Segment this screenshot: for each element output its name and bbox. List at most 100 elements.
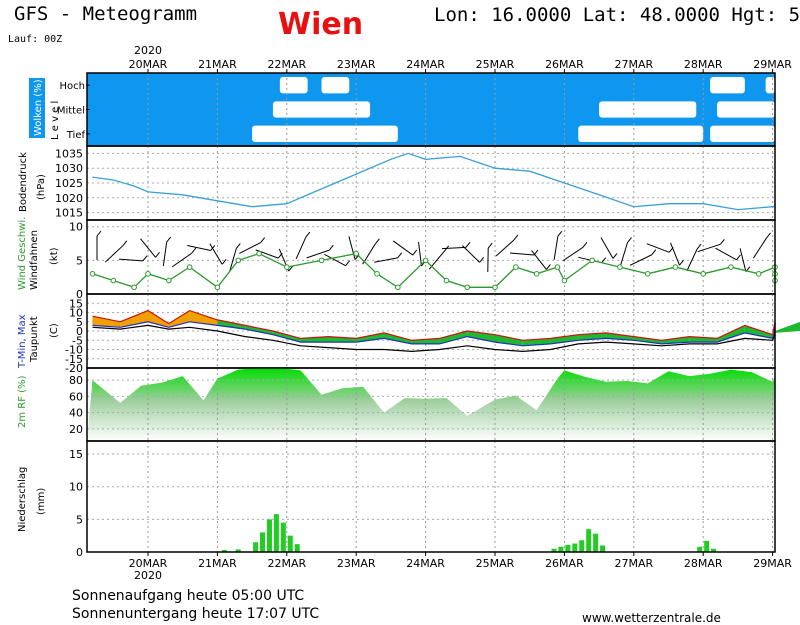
pressure-line: [92, 152, 776, 211]
wind-barb-flag: [612, 253, 618, 259]
panel-frame: [86, 145, 776, 221]
precipitation-bar: [697, 546, 703, 552]
wind-barb: [374, 257, 398, 263]
pressure-unit: (hPa): [36, 174, 47, 200]
pressure-panel: 1015 1020 1025 1030 1035: [55, 145, 776, 221]
wind-unit: (kt): [49, 247, 60, 265]
wind-barb: [104, 245, 124, 263]
wind-point: [513, 264, 519, 270]
precipitation-bar: [294, 544, 300, 552]
date-label-top: 22MAR: [267, 58, 306, 71]
wind-point: [318, 257, 325, 264]
humidity-ylabel: 2m RF (%): [17, 375, 28, 428]
wind-barb-flag: [235, 243, 241, 249]
wind-barb: [187, 245, 211, 251]
wind-barb: [324, 253, 346, 267]
wind-barb-flag: [465, 242, 471, 248]
coordinates: Lon: 16.0000 Lat: 48.0000 Hgt: 5: [434, 4, 800, 26]
date-label-bottom: 23MAR: [337, 557, 376, 570]
temperature-band: [550, 334, 579, 344]
wind-barb-flag: [696, 243, 702, 250]
cloud-block: [599, 101, 697, 118]
wind-barb: [495, 239, 515, 257]
y-tick-label: 60: [69, 390, 83, 403]
wind-barb-flag: [397, 252, 403, 259]
wind-point: [464, 284, 471, 291]
temperature-band: [189, 310, 218, 326]
precipitation-bar: [253, 542, 259, 552]
y-tick-label: 5: [76, 316, 83, 329]
wind-barb-flag: [651, 249, 657, 256]
date-label-top: 24MAR: [406, 58, 445, 71]
wind-point: [395, 284, 401, 291]
wind-barb: [140, 238, 156, 258]
wind-barb: [462, 245, 480, 263]
temperature-band: [356, 332, 384, 343]
pressure-ylabel: Bodendruck: [18, 152, 29, 212]
y-tick-label: 10: [69, 221, 83, 234]
humidity-panel: 20 40 60 80: [69, 367, 776, 442]
date-label-top: 25MAR: [476, 58, 515, 71]
precipitation-unit: (mm): [36, 488, 47, 515]
panel-frame: [86, 293, 776, 369]
cloud-block: [765, 77, 775, 94]
precipitation-bar: [551, 548, 557, 552]
wind-barb-flag: [627, 237, 632, 243]
date-label-top: 26MAR: [545, 58, 584, 71]
dewpoint-line: [92, 324, 776, 353]
date-label-bottom: 22MAR: [267, 557, 306, 570]
temperature-band: [92, 316, 121, 328]
precipitation-bar: [586, 529, 592, 552]
wind-barb-flag: [166, 236, 172, 243]
wind-barb-flag: [221, 258, 227, 265]
wind-barb: [295, 236, 307, 260]
date-label-bottom: 25MAR: [476, 557, 515, 570]
precipitation-ylabel: Niederschlag: [17, 467, 28, 532]
wind-barb: [739, 248, 747, 272]
wind-barb: [392, 240, 414, 256]
panel-frame: [86, 219, 776, 295]
sunset-text: Sonnenuntergang heute 17:07 UTC: [72, 606, 319, 622]
precipitation-panel: 0 5 10 15: [69, 440, 776, 559]
precipitation-bar: [579, 540, 585, 552]
cloud-level-label: Hoch: [60, 81, 85, 92]
wind-point: [589, 257, 595, 264]
date-label-bottom: 27MAR: [614, 557, 653, 570]
cloud-side-label: L e v e l: [50, 101, 61, 140]
temperature-ylabel-2: Taupunkt: [29, 316, 40, 363]
city-name: Wien: [278, 7, 363, 42]
wind-barb-flag: [766, 232, 771, 239]
wind-barb-flag: [305, 231, 311, 238]
date-label-bottom: 26MAR: [545, 557, 584, 570]
cloud-block: [710, 125, 775, 142]
date-label-bottom: 29MAR: [753, 557, 792, 570]
wind-barb: [629, 254, 653, 266]
y-tick-label: 15: [69, 448, 83, 461]
wind-barb: [553, 236, 559, 260]
temperature-band: [272, 331, 301, 343]
temperature-band: [245, 325, 273, 335]
y-tick-label: 5: [76, 254, 83, 267]
cloud-block: [321, 77, 350, 94]
wind-ylabel: Wind Geschwi.: [17, 217, 28, 290]
wind-point: [214, 284, 221, 291]
date-label-bottom: 28MAR: [684, 557, 723, 570]
precipitation-bar: [704, 540, 710, 552]
wind-barb-flag: [545, 264, 551, 270]
wind-barb: [306, 249, 330, 259]
y-tick-label: 10: [69, 307, 83, 320]
precipitation-bar: [600, 545, 606, 552]
y-tick-label: 40: [69, 407, 83, 420]
wind-point: [700, 271, 707, 277]
precipitation-bar: [221, 550, 227, 552]
precipitation-bar: [273, 514, 279, 552]
website-link[interactable]: www.wetterzentrale.de: [582, 611, 721, 625]
date-label-bottom: 20MAR: [129, 557, 168, 570]
wind-speed-line: [92, 252, 776, 289]
temperature-band: [217, 319, 246, 330]
date-axis-bottom: 20MAR 21MAR 22MAR 23MAR 24MAR 25MAR 26MAR 27MAR…: [129, 552, 792, 570]
wind-point: [256, 250, 262, 257]
date-label-top: 28MAR: [684, 58, 723, 71]
wind-barb-flag: [122, 240, 128, 247]
